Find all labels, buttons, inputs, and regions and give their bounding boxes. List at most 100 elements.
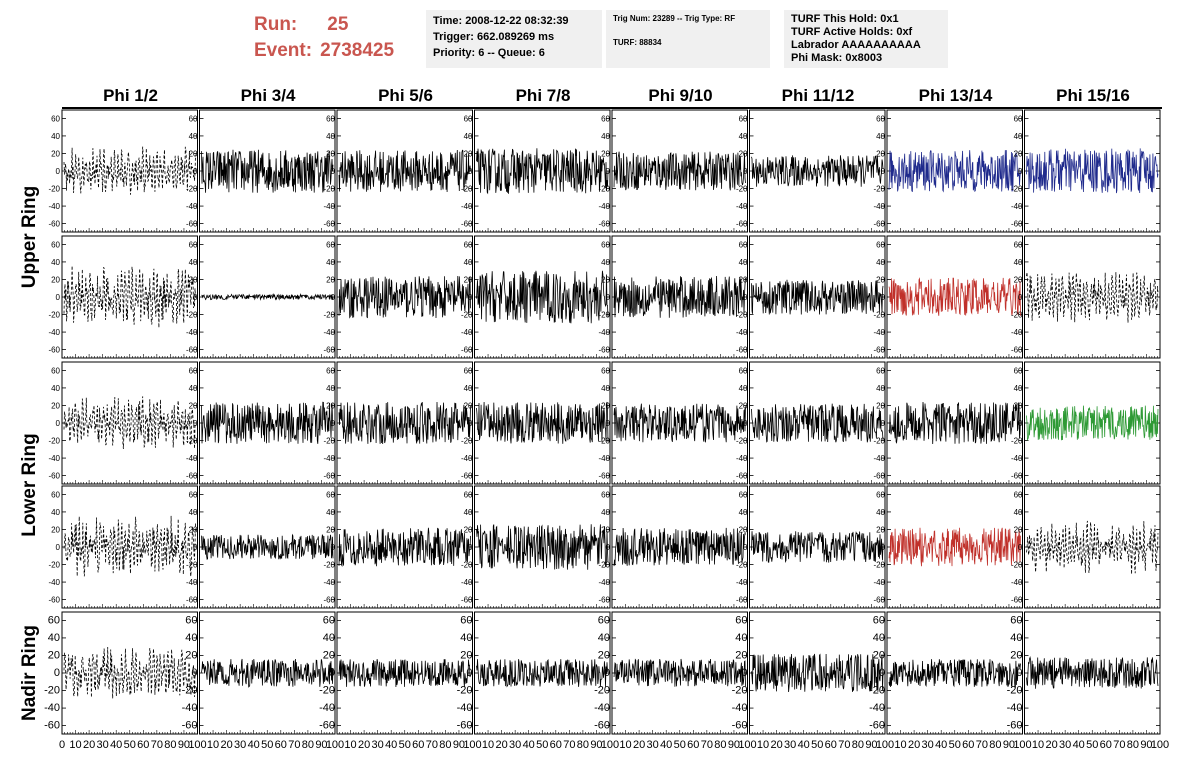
y-tick-label: 40 bbox=[1014, 384, 1023, 393]
x-tick-label: 50 bbox=[811, 739, 823, 751]
panel: -60 -40 -20 0 20 40 60 bbox=[186, 109, 336, 233]
y-tick-label: -60 bbox=[1011, 220, 1023, 229]
y-tick-label: -20 bbox=[732, 685, 748, 697]
y-tick-label: -20 bbox=[598, 185, 610, 194]
y-tick-label: 60 bbox=[735, 614, 747, 626]
y-tick-label: 60 bbox=[601, 240, 610, 249]
waveform-trace bbox=[1026, 272, 1159, 323]
x-tick-label: 20 bbox=[1045, 739, 1057, 751]
y-tick-label: -20 bbox=[736, 311, 748, 320]
x-tick-label: 10 bbox=[1032, 739, 1044, 751]
y-tick-label: 60 bbox=[464, 366, 473, 375]
column-header: Phi 13/14 bbox=[918, 86, 993, 105]
y-tick-label: 0 bbox=[331, 293, 336, 302]
panel-frame bbox=[474, 109, 611, 233]
y-tick-label: 40 bbox=[876, 384, 885, 393]
y-tick-label: -60 bbox=[186, 220, 198, 229]
y-tick-label: 0 bbox=[604, 667, 610, 679]
y-tick-label: -40 bbox=[736, 202, 748, 211]
panel-frame bbox=[886, 235, 1023, 359]
y-tick-label: -40 bbox=[48, 202, 60, 211]
y-tick-label: -20 bbox=[461, 561, 473, 570]
y-tick-label: 60 bbox=[464, 240, 473, 249]
x-tick-label: 80 bbox=[302, 739, 314, 751]
y-tick-label: 60 bbox=[1010, 614, 1022, 626]
panel: -60 -40 -20 0 20 40 60 bbox=[1011, 485, 1161, 609]
x-tick-label: 30 bbox=[372, 739, 384, 751]
waveform-trace bbox=[476, 401, 609, 444]
y-tick-label: 40 bbox=[1014, 508, 1023, 517]
x-tick-label: 80 bbox=[714, 739, 726, 751]
time-trigger-box: Time: 2008-12-22 08:32:39 Trigger: 662.0… bbox=[426, 10, 602, 68]
waveform-trace bbox=[751, 279, 884, 315]
labrador-line: Labrador AAAAAAAAAA bbox=[791, 39, 921, 51]
y-tick-label: -40 bbox=[1011, 202, 1023, 211]
y-tick-label: -20 bbox=[873, 185, 885, 194]
waveform-trace bbox=[613, 403, 746, 443]
y-tick-label: -60 bbox=[736, 346, 748, 355]
column-header: Phi 1/2 bbox=[103, 86, 158, 105]
y-tick-label: -20 bbox=[182, 685, 198, 697]
y-tick-label: 0 bbox=[468, 543, 473, 552]
y-tick-label: -60 bbox=[323, 346, 335, 355]
y-tick-label: 60 bbox=[326, 490, 335, 499]
trig-num-line: Trig Num: 23289 -- Trig Type: RF bbox=[613, 14, 736, 23]
y-tick-label: -20 bbox=[323, 311, 335, 320]
y-tick-label: -20 bbox=[186, 437, 198, 446]
y-tick-label: 40 bbox=[464, 132, 473, 141]
y-tick-label: -20 bbox=[48, 561, 60, 570]
x-tick-label: 60 bbox=[275, 739, 287, 751]
y-tick-label: -20 bbox=[1011, 561, 1023, 570]
x-tick-label: 80 bbox=[577, 739, 589, 751]
y-tick-label: -40 bbox=[461, 328, 473, 337]
y-tick-label: 20 bbox=[601, 149, 610, 158]
y-tick-label: 0 bbox=[191, 667, 197, 679]
y-tick-label: -60 bbox=[48, 472, 60, 481]
x-tick-label: 20 bbox=[358, 739, 370, 751]
y-tick-label: 0 bbox=[193, 167, 198, 176]
y-tick-label: -20 bbox=[461, 311, 473, 320]
x-tick-label: 60 bbox=[137, 739, 149, 751]
waveform-trace bbox=[1026, 405, 1159, 442]
x-tick-label: 90 bbox=[728, 739, 740, 751]
waveform-trace bbox=[338, 527, 471, 567]
x-tick-label: 40 bbox=[385, 739, 397, 751]
y-tick-label: 60 bbox=[739, 366, 748, 375]
panel: -60 -40 -20 0 20 40 60 bbox=[736, 235, 886, 359]
waveform-trace bbox=[888, 150, 1021, 193]
y-tick-label: 0 bbox=[466, 667, 472, 679]
y-tick-label: -40 bbox=[461, 578, 473, 587]
x-tick-label: 50 bbox=[261, 739, 273, 751]
x-tick-label: 80 bbox=[989, 739, 1001, 751]
x-tick-label: 100 bbox=[188, 739, 206, 751]
panel-frame bbox=[61, 361, 198, 485]
panel: -60 -40 -20 0 20 40 60 bbox=[873, 109, 1023, 233]
y-tick-label: 60 bbox=[326, 240, 335, 249]
y-tick-label: -40 bbox=[48, 578, 60, 587]
y-tick-label: -20 bbox=[873, 561, 885, 570]
x-tick-label: 70 bbox=[838, 739, 850, 751]
y-tick-label: -20 bbox=[598, 437, 610, 446]
y-tick-label: 20 bbox=[1010, 649, 1022, 661]
y-tick-label: 0 bbox=[1018, 167, 1023, 176]
y-tick-label: -40 bbox=[1011, 578, 1023, 587]
waveform-trace bbox=[888, 527, 1021, 567]
y-tick-label: 60 bbox=[464, 114, 473, 123]
y-tick-label: -20 bbox=[323, 561, 335, 570]
turf-active-line: TURF Active Holds: 0xf bbox=[791, 26, 913, 38]
panel: -60 -40 -20 0 20 40 60 bbox=[736, 109, 886, 233]
y-tick-label: 60 bbox=[326, 366, 335, 375]
y-tick-label: -20 bbox=[48, 185, 60, 194]
y-tick-label: 20 bbox=[739, 525, 748, 534]
y-tick-label: 0 bbox=[468, 419, 473, 428]
x-tick-label: 50 bbox=[1086, 739, 1098, 751]
y-tick-label: 20 bbox=[460, 649, 472, 661]
y-tick-label: -20 bbox=[1011, 185, 1023, 194]
y-tick-label: 40 bbox=[460, 632, 472, 644]
y-tick-label: 40 bbox=[739, 258, 748, 267]
y-tick-label: -20 bbox=[1011, 311, 1023, 320]
panel: -60 -40 -20 0 20 40 60 bbox=[873, 361, 1023, 485]
y-tick-label: -20 bbox=[48, 437, 60, 446]
y-tick-label: 20 bbox=[464, 149, 473, 158]
priority-line: Priority: 6 -- Queue: 6 bbox=[433, 47, 545, 59]
